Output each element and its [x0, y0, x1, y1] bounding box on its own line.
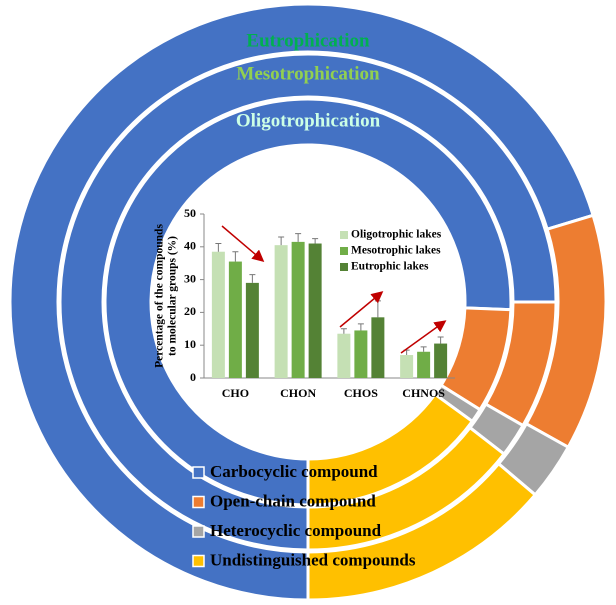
bar: [337, 333, 351, 378]
error-bar: [249, 274, 256, 283]
y-axis-label: to molecular groups (%): [167, 236, 179, 356]
ring-segment: [58, 52, 558, 552]
bar: [291, 241, 305, 378]
donut: Eutrophication Mesotrophication Oligotroph…: [8, 2, 608, 602]
legend-label: Mesotrophic lakes: [351, 245, 441, 257]
error-bar: [357, 323, 364, 331]
y-tick-label: 50: [184, 206, 196, 220]
ring-segment: [8, 2, 595, 602]
bar: [400, 355, 414, 378]
y-axis-label: Percentage of the compounds: [154, 224, 166, 368]
trend-arrows: [221, 225, 447, 354]
legend-label: Eutrophic lakes: [351, 261, 429, 273]
error-bar: [312, 238, 319, 244]
bar: [211, 251, 225, 378]
legend-swatch: [340, 247, 348, 255]
legend-label: Undistinguished compounds: [210, 550, 416, 569]
bar: [434, 343, 448, 378]
arrow: [400, 320, 447, 354]
error-bar: [437, 336, 444, 344]
bar: [274, 245, 288, 378]
legend-label: Heterocyclic compound: [210, 521, 382, 540]
error-bar: [420, 346, 427, 352]
legend-swatch: [192, 495, 205, 509]
y-tick-label: 20: [184, 304, 196, 318]
y-tick-label: 10: [184, 337, 196, 351]
legend-swatch: [340, 263, 348, 271]
legend-label: Carbocyclic compound: [210, 462, 378, 481]
bar-chart: 0 10 20 30 40 50 Percentage of the compounds to…: [154, 206, 455, 400]
legend-label: Open-chain compound: [210, 491, 376, 510]
arrow: [221, 225, 265, 262]
bar: [228, 261, 242, 378]
y-tick-label: 30: [184, 271, 196, 285]
bar: [417, 351, 431, 378]
legend-swatch: [192, 466, 205, 479]
legend-swatch: [192, 554, 205, 568]
error-bar: [295, 233, 302, 242]
y-tick-label: 0: [190, 370, 196, 384]
ring-label: Oligotrophication: [236, 110, 381, 131]
x-tick-label: CHO: [222, 386, 249, 400]
ring-label: Mesotrophication: [236, 63, 380, 84]
legend-swatch: [340, 231, 348, 239]
ring-segment: [306, 461, 538, 602]
ring-label: Eutrophication: [246, 30, 370, 51]
legend: Carbocyclic compound Open-chain compound H…: [192, 462, 416, 569]
legend-label: Oligotrophic lakes: [351, 229, 442, 241]
error-bar: [340, 328, 347, 334]
arrow: [339, 291, 384, 328]
bar: [354, 330, 368, 378]
x-tick-label: CHNOS: [402, 386, 445, 400]
error-bar: [278, 236, 285, 246]
ring-segment: [306, 425, 507, 552]
y-tick-label: 40: [184, 239, 196, 253]
legend-swatch: [192, 525, 205, 538]
error-bar: [215, 243, 222, 252]
bar: [371, 317, 385, 378]
x-tick-label: CHOS: [344, 386, 378, 400]
inner-circle: [151, 145, 465, 459]
bar: [308, 243, 322, 378]
x-tick-label: CHON: [280, 386, 316, 400]
bar: [245, 282, 259, 378]
error-bar: [232, 251, 239, 262]
